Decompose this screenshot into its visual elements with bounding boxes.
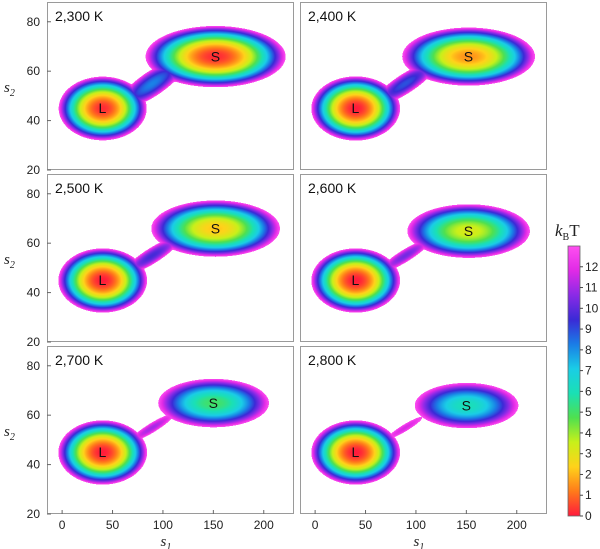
- y-axis-label: s2: [4, 424, 15, 443]
- phase-label-S: S: [211, 48, 220, 64]
- panel-frame: [47, 2, 294, 170]
- phase-label-S: S: [464, 223, 473, 239]
- x-tick-label: 100: [406, 518, 426, 532]
- panel-frame: [300, 2, 547, 170]
- colorbar-tick-label: 5: [585, 405, 592, 419]
- y-tick-label: 20: [27, 163, 41, 177]
- phase-label-L: L: [352, 444, 360, 460]
- phase-label-L: L: [99, 444, 107, 460]
- panel-4: 2,600 K L S: [300, 174, 547, 342]
- y-tick-label: 40: [27, 114, 41, 128]
- colorbar-tick-label: 0: [585, 509, 592, 523]
- colorbar-tick-label: 6: [585, 384, 592, 398]
- x-axis-label: s1: [161, 534, 172, 549]
- landscape-heatmap: [300, 174, 547, 342]
- y-tick-label: 60: [27, 408, 41, 422]
- colorbar-tick-label: 12: [585, 260, 599, 274]
- y-tick-label: 40: [27, 286, 41, 300]
- colorbar-tick-label: 3: [585, 447, 592, 461]
- phase-label-S: S: [211, 220, 220, 236]
- panel-title: 2,600 K: [308, 180, 357, 196]
- landscape-heatmap: [47, 174, 294, 342]
- colorbar-label: kBT: [555, 221, 580, 243]
- panel-1: 2,300 K L S 20 40 60 80 s2: [4, 2, 294, 177]
- x-tick-label: 0: [59, 518, 66, 532]
- landscape-heatmap: [300, 2, 547, 170]
- panel-title: 2,300 K: [55, 8, 104, 24]
- x-tick-label: 100: [153, 518, 173, 532]
- y-tick-label: 80: [27, 187, 41, 201]
- x-tick-label: 150: [203, 518, 223, 532]
- panel-5: 2,700 K L S 20 40 60 80 s2 0 50 100 150 200 s1: [4, 346, 294, 549]
- colorbar-tick-label: 11: [585, 281, 598, 295]
- y-tick-label: 60: [27, 64, 41, 78]
- colorbar-tick-label: 4: [585, 426, 592, 440]
- phase-label-S: S: [464, 48, 473, 64]
- phase-label-L: L: [99, 272, 107, 288]
- colorbar-tick-label: 7: [585, 364, 592, 378]
- panel-title: 2,400 K: [308, 8, 357, 24]
- y-tick-label: 20: [27, 507, 41, 521]
- colorbar-tick-label: 1: [585, 488, 592, 502]
- panel-title: 2,800 K: [308, 352, 357, 368]
- y-tick-label: 80: [27, 15, 41, 29]
- x-tick-label: 200: [254, 518, 274, 532]
- x-axis-label: s1: [414, 534, 425, 549]
- y-tick-label: 80: [27, 359, 41, 373]
- panel-2: 2,400 K L S: [300, 2, 547, 170]
- colorbar-tick-label: 10: [585, 301, 599, 315]
- panels-group: 2,300 K L S 20 40 60 80 s2 2,400 K L S 2,500 K L S 20 4…: [4, 2, 547, 549]
- colorbar-gradient: [567, 245, 581, 517]
- landscape-heatmap: [47, 346, 294, 514]
- landscape-heatmap: [300, 346, 547, 514]
- panel-frame: [47, 346, 294, 514]
- y-tick-label: 40: [27, 458, 41, 472]
- phase-label-S: S: [209, 395, 218, 411]
- colorbar-tick-label: 9: [585, 322, 592, 336]
- panel-3: 2,500 K L S 20 40 60 80 s2: [4, 174, 294, 349]
- phase-label-S: S: [462, 397, 471, 413]
- panel-title: 2,500 K: [55, 180, 104, 196]
- phase-label-L: L: [352, 100, 360, 116]
- colorbar-tick-label: 8: [585, 343, 592, 357]
- y-tick-label: 20: [27, 335, 41, 349]
- y-axis-label: s2: [4, 252, 15, 271]
- x-tick-label: 50: [106, 518, 120, 532]
- x-tick-label: 150: [456, 518, 476, 532]
- x-tick-label: 50: [359, 518, 373, 532]
- colorbar-tick-label: 2: [585, 467, 592, 481]
- landscape-heatmap: [47, 2, 294, 170]
- panel-frame: [300, 174, 547, 342]
- panel-title: 2,700 K: [55, 352, 104, 368]
- x-tick-label: 0: [312, 518, 319, 532]
- phase-label-L: L: [352, 272, 360, 288]
- y-axis-label: s2: [4, 80, 15, 99]
- panel-frame: [47, 174, 294, 342]
- y-tick-label: 60: [27, 236, 41, 250]
- phase-label-L: L: [99, 100, 107, 116]
- panel-6: 2,800 K L S 0 50 100 150 200 s1: [300, 346, 547, 549]
- panel-frame: [300, 346, 547, 514]
- x-tick-label: 200: [507, 518, 527, 532]
